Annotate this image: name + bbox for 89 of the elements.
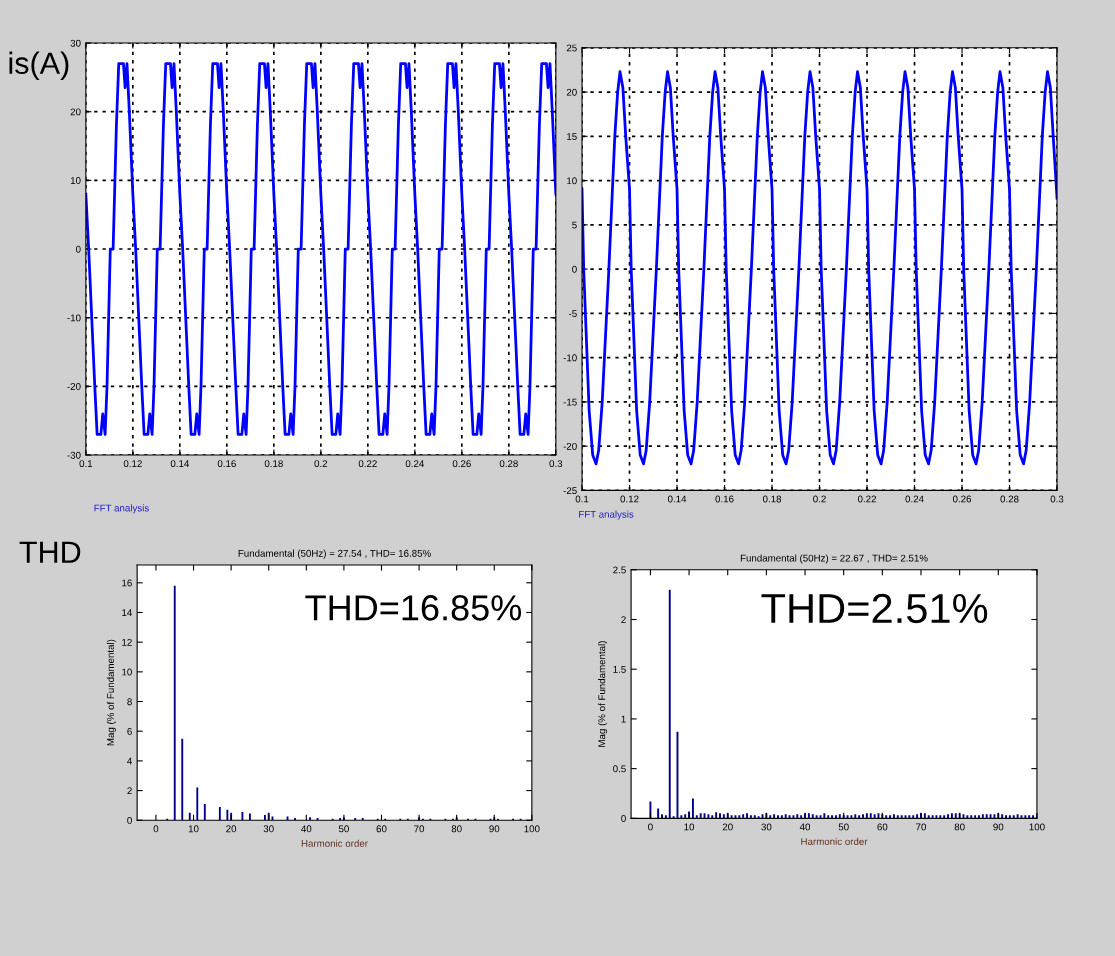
y-tick-label: 16 — [122, 579, 132, 587]
y-tick-label: -20 — [563, 442, 577, 450]
x-tick-label: 0.1 — [79, 460, 93, 468]
x-tick-label: 10 — [684, 823, 695, 831]
annotation: THD=16.85% — [305, 595, 522, 621]
x-tick-label: 0.1 — [575, 495, 589, 503]
y-tick-label: 10 — [122, 668, 132, 676]
y-tick-label: -15 — [563, 398, 577, 406]
y-axis-title: Mag (% of Fundamental) — [106, 639, 116, 746]
y-tick-label: 15 — [567, 133, 577, 140]
x-tick-label: 0 — [648, 823, 653, 831]
y-tick-label: 12 — [122, 638, 132, 646]
x-tick-label: 0.12 — [620, 495, 639, 503]
y-tick-label: 20 — [70, 108, 81, 116]
y-axis-title: Mag (% of Fundamental) — [598, 641, 608, 747]
x-tick-label: 0.24 — [405, 460, 425, 468]
x-tick-label: 0.2 — [813, 495, 826, 503]
x-axis-title: Harmonic order — [301, 839, 368, 847]
x-tick-label: 0.28 — [499, 460, 518, 468]
y-tick-label: 0.5 — [613, 765, 626, 773]
x-tick-label: 60 — [376, 825, 387, 833]
x-tick-label: 100 — [524, 825, 540, 833]
chart-title: Fundamental (50Hz) = 27.54 , THD= 16.85% — [238, 549, 431, 559]
x-tick-label: 0.24 — [905, 495, 924, 503]
y-tick-label: -10 — [67, 314, 81, 322]
x-tick-label: 0.18 — [264, 460, 283, 468]
text: FFT analysis — [579, 510, 634, 520]
y-tick-label: 4 — [127, 757, 132, 765]
x-tick-label: 0.26 — [452, 460, 471, 468]
annotation: THD=2.51% — [761, 593, 988, 624]
y-tick-label: 25 — [566, 44, 577, 52]
x-tick-label: 0 — [153, 825, 159, 833]
x-tick-label: 50 — [338, 825, 349, 833]
x-tick-label: 50 — [838, 823, 849, 831]
x-tick-label: 10 — [188, 825, 199, 833]
y-tick-label: -25 — [563, 487, 577, 495]
x-tick-label: 100 — [1029, 823, 1045, 831]
x-tick-label: 20 — [226, 825, 237, 833]
y-tick-label: -5 — [568, 310, 577, 317]
text: THD — [19, 541, 81, 563]
x-tick-label: 0.3 — [549, 460, 563, 468]
x-tick-label: 60 — [877, 823, 888, 831]
x-tick-label: 0.28 — [1000, 495, 1019, 503]
y-tick-label: 10 — [567, 177, 577, 185]
x-tick-label: 0.22 — [857, 495, 876, 503]
x-tick-label: 0.3 — [1050, 495, 1064, 503]
y-tick-label: 10 — [70, 177, 81, 184]
x-axis-title: Harmonic order — [801, 837, 868, 845]
y-tick-label: -30 — [67, 451, 81, 459]
x-tick-label: 90 — [993, 823, 1004, 831]
x-tick-label: 0.26 — [952, 495, 972, 503]
x-tick-label: 40 — [301, 825, 312, 833]
x-tick-label: 0.16 — [217, 460, 236, 468]
text: FFT analysis — [94, 504, 149, 514]
y-tick-label: 2 — [127, 787, 132, 795]
x-tick-label: 0.14 — [667, 495, 687, 503]
x-tick-label: 70 — [916, 823, 927, 831]
x-tick-label: 30 — [761, 823, 772, 831]
x-tick-label: 30 — [263, 825, 274, 833]
y-tick-label: 0 — [621, 815, 626, 822]
y-tick-label: 0 — [75, 245, 81, 253]
x-tick-label: 90 — [489, 825, 500, 833]
x-tick-label: 80 — [954, 823, 965, 831]
y-tick-label: 20 — [566, 88, 577, 96]
x-tick-label: 20 — [722, 823, 733, 831]
y-tick-label: 14 — [122, 609, 132, 617]
x-tick-label: 70 — [414, 825, 425, 833]
y-tick-label: -10 — [563, 354, 577, 362]
y-tick-label: 30 — [70, 39, 81, 47]
y-tick-label: 0 — [127, 816, 132, 824]
x-tick-label: 80 — [451, 825, 462, 833]
y-tick-label: 2 — [621, 616, 626, 624]
x-tick-label: 0.2 — [314, 460, 328, 468]
y-tick-label: -20 — [67, 383, 81, 390]
x-tick-label: 0.16 — [715, 495, 734, 503]
x-tick-label: 0.22 — [358, 460, 377, 468]
x-tick-label: 0.12 — [123, 460, 142, 468]
x-tick-label: 0.18 — [762, 495, 782, 503]
y-tick-label: 6 — [127, 727, 132, 735]
y-axis-title: is(A) — [9, 51, 69, 81]
x-tick-label: 0.14 — [170, 460, 190, 468]
y-tick-label: 5 — [572, 221, 577, 229]
x-tick-label: 40 — [799, 823, 811, 831]
chart-title: Fundamental (50Hz) = 22.67 , THD= 2.51% — [740, 554, 928, 564]
y-tick-label: 0 — [572, 265, 577, 273]
y-tick-label: 1 — [621, 715, 626, 723]
y-tick-label: 1.5 — [613, 666, 626, 673]
y-tick-label: 2.5 — [613, 566, 626, 574]
y-tick-label: 8 — [127, 698, 132, 706]
